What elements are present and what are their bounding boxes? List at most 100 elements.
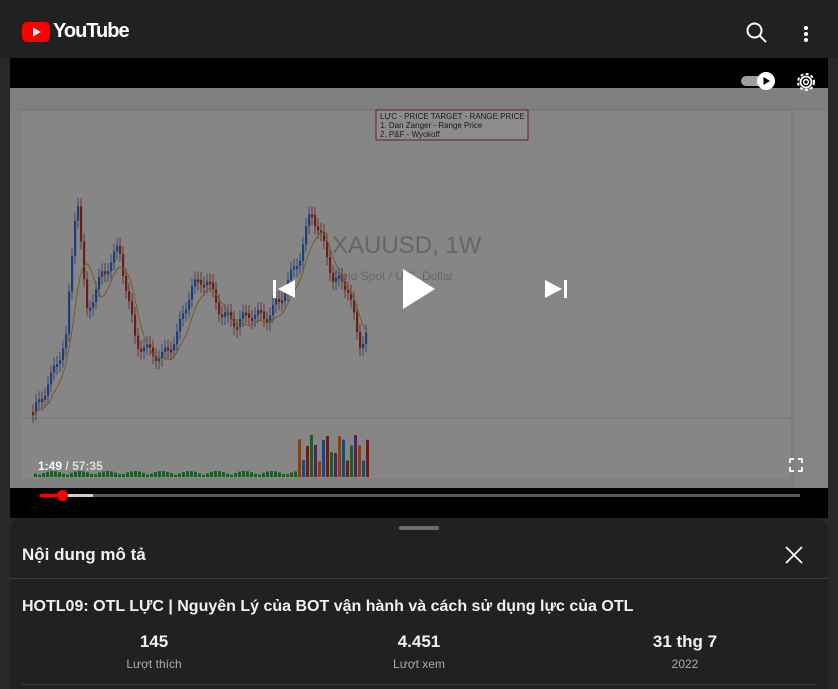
views-label: Lượt xem [393, 657, 445, 671]
volume-bar [286, 474, 289, 477]
volume-bars [34, 435, 369, 477]
candle-body [83, 241, 86, 280]
candle-body [215, 289, 218, 303]
volume-bar [230, 474, 233, 477]
candle-body [182, 313, 185, 319]
volume-bar [174, 474, 177, 477]
views-stat: 4.451 Lượt xem [344, 632, 494, 671]
candle-body [137, 335, 140, 349]
volume-bar [46, 471, 49, 477]
volume-bar [110, 471, 113, 477]
volume-bar [202, 474, 205, 477]
close-button[interactable] [784, 545, 804, 565]
more-options-button[interactable] [796, 20, 816, 48]
candle-body [278, 298, 281, 302]
volume-bar [122, 473, 125, 477]
volume-bar [334, 452, 337, 477]
youtube-logo[interactable]: YouTube [22, 20, 130, 43]
candle-body [56, 363, 59, 367]
search-button[interactable] [744, 20, 770, 46]
volume-bar [66, 474, 69, 477]
candle-body [122, 253, 125, 277]
candle-body [143, 347, 146, 352]
candle-body [314, 214, 317, 227]
candle-body [350, 292, 353, 300]
candle-body [344, 281, 347, 290]
volume-bar [298, 439, 301, 477]
video-title: HOTL09: OTL LỰC | Nguyên Lý của BOT vận … [22, 598, 634, 615]
volume-bar [74, 471, 77, 477]
volume-bar [314, 444, 317, 477]
volume-bar [178, 473, 181, 477]
progress-bar[interactable] [40, 490, 800, 501]
volume-bar [218, 471, 221, 477]
candle-body [71, 256, 74, 292]
upload-date: 31 thg 7 [652, 632, 718, 651]
progress-scrubber[interactable] [57, 490, 69, 501]
volume-bar [330, 452, 333, 477]
candle-body [191, 286, 194, 300]
volume-bar [134, 471, 137, 477]
volume-bar [294, 471, 297, 477]
close-icon [785, 546, 803, 564]
volume-bar [114, 472, 117, 477]
next-button[interactable] [542, 276, 570, 302]
play-button[interactable] [400, 266, 436, 312]
volume-bar [146, 474, 149, 477]
candle-body [38, 399, 41, 403]
candle-body [242, 312, 245, 319]
volume-bar [302, 459, 305, 477]
candle-body [152, 347, 155, 357]
time-display: 1:49 / 57:35 [38, 459, 103, 473]
candle-body [74, 220, 77, 257]
candle-body [269, 315, 272, 323]
candle-body [44, 395, 47, 400]
panel-title: Nội dung mô tả [22, 545, 146, 564]
candle-body [239, 318, 242, 328]
video-player[interactable]: LỰC - PRICE TARGET - RANGE PRICE 1. Dan … [10, 58, 828, 518]
candle-body [326, 240, 329, 258]
volume-bar [258, 474, 261, 477]
volume-bar [262, 472, 265, 477]
candle-body [302, 244, 305, 261]
candle-body [146, 343, 149, 348]
candle-body [134, 314, 137, 336]
play-icon [403, 269, 435, 309]
volume-bar [162, 471, 165, 477]
candle-body [173, 344, 176, 351]
volume-bar [38, 474, 41, 477]
previous-button[interactable] [270, 276, 298, 302]
candle-body [119, 245, 122, 254]
candle-body [332, 273, 335, 283]
candle-body [185, 309, 188, 314]
candle-body [338, 275, 341, 279]
candle-body [110, 262, 113, 272]
volume-bar [234, 472, 237, 477]
candle-body [296, 266, 299, 270]
candle-body [92, 302, 95, 308]
duration: 57:35 [72, 459, 103, 473]
candle-body [356, 312, 359, 333]
candle-body [317, 226, 320, 231]
volume-bar [82, 471, 85, 477]
date-stat: 31 thg 7 2022 [610, 632, 760, 671]
candle-body [89, 307, 92, 311]
candle-body [116, 245, 119, 252]
autoplay-toggle[interactable] [740, 72, 776, 90]
fullscreen-button[interactable] [789, 458, 803, 472]
candle-body [170, 349, 173, 353]
volume-bar [214, 471, 217, 477]
candle-body [113, 251, 116, 263]
volume-bar [78, 471, 81, 477]
volume-bar [354, 435, 357, 477]
drag-handle[interactable] [399, 526, 439, 530]
volume-bar [266, 471, 269, 477]
settings-button[interactable] [794, 70, 818, 94]
volume-bar [250, 472, 253, 477]
candle-body [320, 230, 323, 234]
time-separator: / [65, 459, 69, 473]
upload-year: 2022 [671, 657, 699, 671]
candle-body [362, 343, 365, 349]
candle-body [335, 277, 338, 283]
candle-body [347, 289, 350, 293]
